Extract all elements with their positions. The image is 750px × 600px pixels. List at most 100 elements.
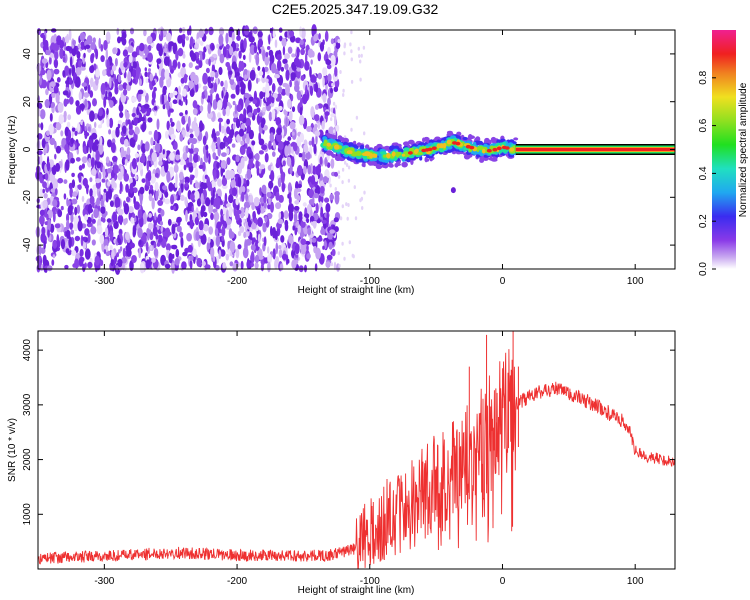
noise-speck	[64, 264, 69, 270]
band-red	[515, 148, 676, 151]
noise-speck	[210, 91, 213, 104]
noise-speck	[159, 221, 163, 226]
noise-speck	[268, 140, 272, 150]
noise-speck	[235, 197, 239, 206]
noise-speck	[71, 198, 78, 205]
noise-speck	[291, 53, 296, 58]
noise-speck	[150, 137, 154, 146]
track-speck	[395, 151, 402, 156]
noise-speck	[139, 186, 145, 195]
noise-speck	[285, 69, 290, 81]
noise-speck	[53, 58, 59, 69]
noise-speck	[125, 183, 129, 193]
noise-speck	[268, 34, 271, 45]
noise-speck	[110, 69, 114, 76]
noise-speck	[156, 241, 160, 247]
noise-speck	[83, 52, 86, 59]
noise-speck	[198, 164, 204, 169]
noise-speck	[307, 227, 312, 236]
noise-speck	[215, 93, 220, 103]
noise-speck	[152, 145, 156, 151]
noise-speck	[235, 248, 240, 259]
noise-speck	[62, 56, 66, 63]
noise-speck	[172, 90, 178, 96]
noise-speck	[296, 165, 303, 176]
noise-speck	[258, 150, 264, 155]
noise-speck	[91, 168, 97, 176]
noise-speck	[276, 127, 282, 136]
noise-speck	[221, 225, 226, 237]
noise-speck	[245, 192, 249, 202]
noise-speck	[144, 71, 148, 78]
noise-speck	[297, 183, 302, 189]
noise-speck	[98, 191, 101, 199]
track-speck	[490, 136, 497, 143]
noise-speck	[70, 229, 75, 235]
noise-speck	[165, 243, 171, 252]
noise-speck	[139, 42, 145, 52]
noise-speck	[81, 156, 88, 164]
noise-speck	[261, 75, 266, 84]
track-speck	[322, 136, 328, 141]
noise-speck	[315, 104, 319, 110]
noise-speck	[278, 245, 282, 250]
noise-speck	[65, 229, 71, 239]
noise-speck	[242, 246, 249, 259]
noise-speck	[153, 242, 157, 249]
noise-speck	[191, 205, 194, 213]
noise-speck	[87, 84, 91, 95]
noise-speck	[68, 236, 72, 249]
noise-speck	[300, 75, 305, 81]
noise-speck	[271, 83, 276, 93]
noise-speck	[55, 92, 60, 104]
noise-speck	[220, 80, 224, 87]
noise-speck	[81, 195, 85, 202]
noise-speck	[118, 103, 124, 113]
noise-speck	[92, 37, 96, 44]
noise-speck	[93, 208, 99, 219]
noise-speck	[326, 211, 330, 223]
noise-speck	[265, 82, 270, 94]
noise-speck	[207, 76, 211, 84]
noise-speck	[326, 64, 332, 70]
noise-speck	[238, 50, 242, 59]
noise-speck	[78, 165, 83, 171]
noise-speck	[55, 121, 62, 131]
noise-speck	[333, 42, 336, 47]
noise-speck	[212, 189, 215, 200]
x-tick-label: -100	[360, 576, 380, 587]
track-speck	[475, 136, 481, 142]
noise-speck	[71, 172, 75, 178]
noise-speck	[175, 50, 179, 61]
noise-speck	[302, 216, 306, 223]
track-speck	[323, 143, 328, 147]
noise-speck	[157, 199, 164, 206]
noise-speck	[188, 62, 193, 69]
noise-speck	[225, 142, 229, 147]
noise-speck	[256, 107, 261, 113]
y-tick-label: -20	[22, 190, 33, 205]
noise-speck	[159, 191, 162, 199]
noise-speck	[333, 261, 337, 271]
noise-speck	[229, 78, 235, 86]
noise-speck	[117, 74, 122, 83]
noise-speck	[269, 132, 274, 144]
noise-speck	[60, 239, 66, 250]
noise-speck	[296, 194, 301, 202]
noise-speck	[321, 120, 325, 130]
noise-speck	[117, 120, 122, 125]
noise-speck	[149, 184, 154, 191]
noise-speck	[330, 54, 336, 67]
noise-speck	[310, 220, 315, 226]
noise-speck	[212, 152, 217, 160]
noise-speck	[288, 195, 292, 205]
noise-speck	[177, 61, 181, 69]
noise-speck	[67, 129, 72, 142]
noise-speck	[276, 59, 282, 72]
noise-speck	[87, 126, 91, 132]
noise-speck	[137, 161, 143, 171]
noise-speck	[125, 231, 130, 241]
noise-speck	[127, 71, 132, 83]
track-peak	[452, 141, 457, 145]
noise-speck	[128, 54, 133, 63]
